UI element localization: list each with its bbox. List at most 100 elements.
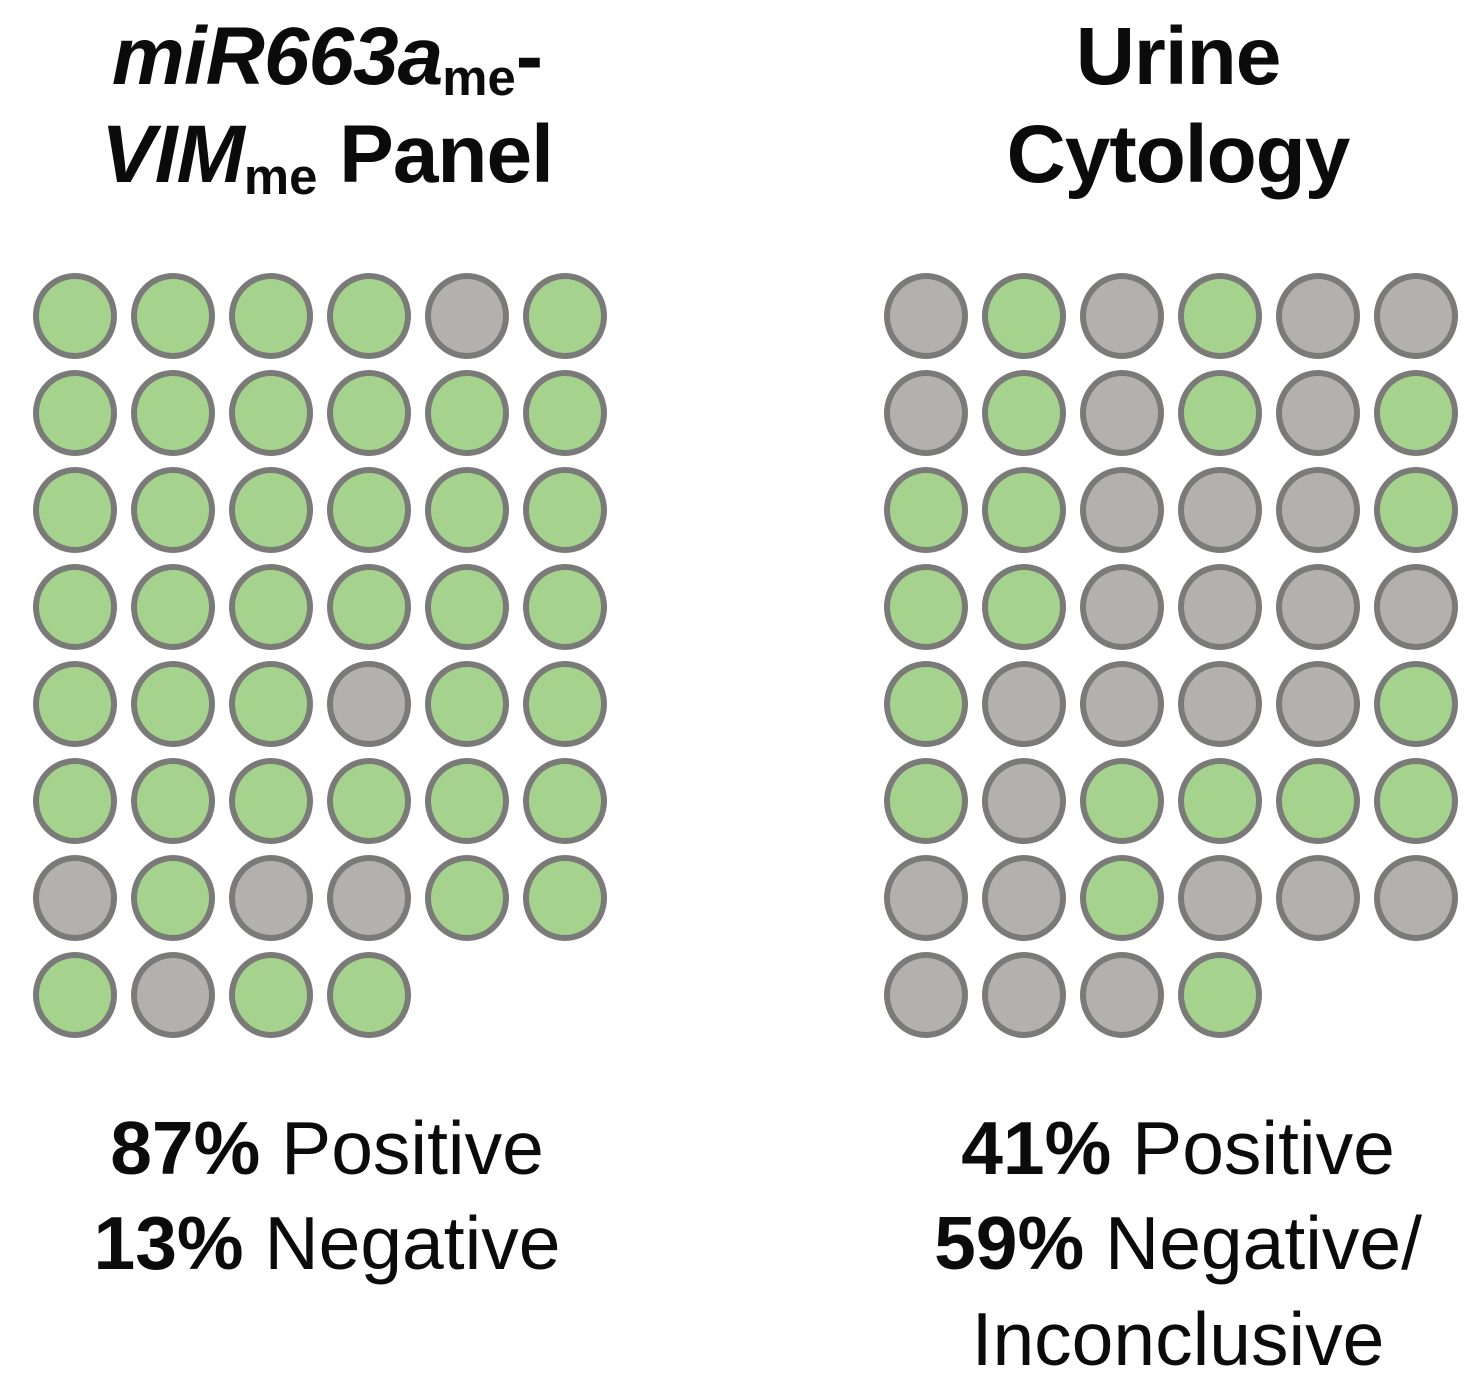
dot-grid [884, 273, 1458, 1049]
stat-line: 13% Negative [94, 1196, 561, 1291]
dot-positive [33, 467, 117, 553]
dot-positive [884, 564, 968, 650]
dot-positive [1374, 370, 1458, 456]
dot-positive [523, 855, 607, 941]
dot-grid [33, 273, 607, 1049]
stat-label: Positive [260, 1106, 544, 1190]
dot-negative [884, 370, 968, 456]
dot-positive [33, 952, 117, 1038]
dot-positive [884, 758, 968, 844]
dot-row [33, 855, 607, 941]
dot-positive [33, 661, 117, 747]
dot-positive [33, 564, 117, 650]
dot-negative [425, 273, 509, 359]
dot-positive [523, 564, 607, 650]
dot-negative [982, 661, 1066, 747]
dot-positive [425, 661, 509, 747]
dot-positive [229, 758, 313, 844]
dot-negative [1276, 370, 1360, 456]
dot-negative [1080, 952, 1164, 1038]
dot-row [884, 952, 1458, 1038]
dot-positive [523, 370, 607, 456]
dot-positive [425, 564, 509, 650]
dot-negative [884, 952, 968, 1038]
stat-label: Positive [1111, 1106, 1395, 1190]
dot-negative [1374, 855, 1458, 941]
dot-negative [1178, 661, 1262, 747]
dot-negative [1374, 564, 1458, 650]
dot-positive [229, 661, 313, 747]
dot-positive [1178, 273, 1262, 359]
dot-positive [33, 758, 117, 844]
dot-positive [523, 273, 607, 359]
dot-positive [425, 855, 509, 941]
stat-value: 59% [934, 1201, 1085, 1286]
title-segment: me [442, 49, 516, 107]
dot-negative [884, 273, 968, 359]
dot-positive [1374, 661, 1458, 747]
title-segment: Panel [317, 109, 554, 201]
stat-label: Inconclusive [971, 1296, 1385, 1381]
dot-positive [425, 758, 509, 844]
dot-row [33, 661, 607, 747]
dot-positive [523, 661, 607, 747]
dot-positive [982, 467, 1066, 553]
dot-positive [327, 370, 411, 456]
dot-positive [327, 467, 411, 553]
stat-value: 41% [961, 1106, 1112, 1190]
dot-positive [327, 273, 411, 359]
dot-positive [229, 952, 313, 1038]
dot-positive [131, 273, 215, 359]
dot-negative [1178, 467, 1262, 553]
dot-row [884, 855, 1458, 941]
dot-positive [327, 952, 411, 1038]
dot-negative [1276, 273, 1360, 359]
dot-positive [327, 758, 411, 844]
dot-positive [425, 467, 509, 553]
dot-negative [33, 855, 117, 941]
dot-row [33, 467, 607, 553]
dot-negative [982, 952, 1066, 1038]
dot-negative [1080, 273, 1164, 359]
dot-negative [1276, 855, 1360, 941]
panel-title: miR663ame- VIMme Panel [101, 8, 554, 205]
dot-positive [982, 273, 1066, 359]
dot-positive [33, 370, 117, 456]
waffle-panel: Urine Cytology 41% Positive 59% Negative/I… [884, 8, 1472, 1391]
dot-positive [884, 661, 968, 747]
title-segment: Cytology [1006, 109, 1351, 201]
dot-positive [982, 564, 1066, 650]
dot-positive [229, 467, 313, 553]
dot-negative [327, 855, 411, 941]
dot-positive [523, 467, 607, 553]
dot-negative [1276, 661, 1360, 747]
stat-label: Negative [243, 1201, 561, 1286]
dot-row [33, 758, 607, 844]
stat-line: 87% Positive [94, 1101, 561, 1196]
dot-positive [1374, 467, 1458, 553]
dot-positive [1276, 758, 1360, 844]
dot-row [884, 758, 1458, 844]
dot-positive [884, 467, 968, 553]
dot-negative [884, 855, 968, 941]
dot-positive [1178, 370, 1262, 456]
dot-row [884, 661, 1458, 747]
dot-positive [1374, 758, 1458, 844]
dot-positive [229, 564, 313, 650]
dot-negative [1276, 467, 1360, 553]
dot-negative [1080, 370, 1164, 456]
stat-line: 41% Positive [934, 1101, 1422, 1196]
dot-positive [523, 758, 607, 844]
dot-negative [229, 855, 313, 941]
dot-positive [1080, 855, 1164, 941]
dot-negative [1080, 467, 1164, 553]
dot-row [884, 467, 1458, 553]
stat-label: Negative/ [1084, 1201, 1422, 1286]
dot-negative [1178, 564, 1262, 650]
stat-value: 13% [93, 1201, 244, 1286]
dot-positive [229, 273, 313, 359]
dot-row [884, 370, 1458, 456]
dot-positive [131, 564, 215, 650]
dot-positive [131, 370, 215, 456]
